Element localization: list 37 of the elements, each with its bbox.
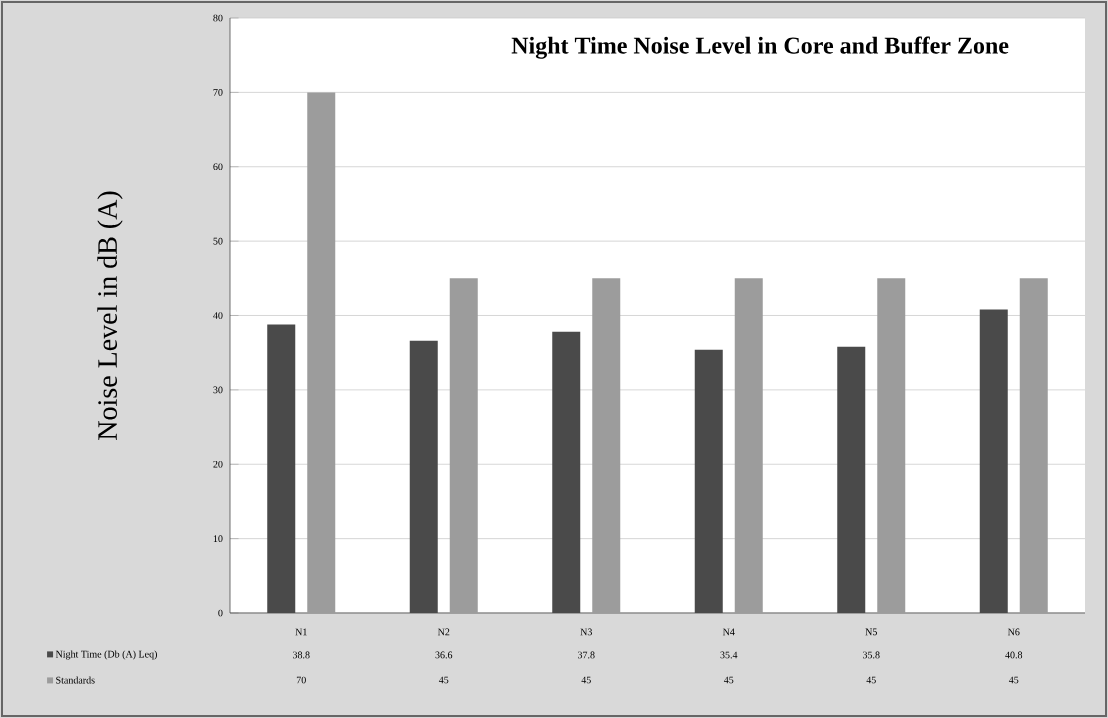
data-label: 45: [438, 676, 449, 684]
y-tick-label: 60: [213, 163, 223, 171]
bar: [877, 278, 906, 613]
bar: [1019, 278, 1048, 613]
x-tick-label: N5: [865, 628, 877, 636]
y-axis-title: Noise Level in dB (A): [97, 191, 123, 440]
data-label: 38.8: [292, 651, 310, 659]
y-tick-label: 80: [213, 14, 223, 22]
x-tick-label: N3: [580, 628, 592, 636]
data-label: 35.8: [862, 651, 880, 659]
x-tick-label: N1: [295, 628, 307, 636]
bar: [449, 278, 478, 613]
data-label: 35.4: [720, 651, 738, 659]
y-tick-label: 20: [213, 460, 223, 468]
data-label: 45: [866, 676, 876, 684]
data-label: 36.6: [435, 651, 453, 659]
y-tick-label: 50: [213, 237, 223, 245]
data-label: 70: [296, 676, 306, 684]
y-tick-label: 30: [213, 386, 223, 394]
y-tick-label: 40: [213, 312, 223, 319]
data-label: 45: [723, 676, 734, 684]
data-label: 45: [581, 676, 591, 684]
x-tick-label: N6: [1007, 628, 1020, 636]
data-label: 45: [1008, 676, 1019, 684]
x-tick-label: N4: [722, 628, 735, 636]
bar: [734, 278, 763, 613]
legend-label: Standards: [56, 676, 95, 684]
bar: [592, 278, 621, 613]
bar: [307, 92, 336, 613]
data-label: 37.8: [577, 651, 595, 659]
y-tick-label: 70: [213, 89, 223, 96]
legend-label: Night Time (Db (A) Leq): [55, 650, 157, 660]
y-tick-label: 0: [218, 609, 223, 617]
y-tick-label: 10: [213, 535, 223, 542]
text: Night Time Noise Level in Core and Buffer Zone: [511, 36, 1009, 59]
data-label: 40.8: [1005, 651, 1023, 659]
x-tick-label: N2: [437, 628, 450, 636]
